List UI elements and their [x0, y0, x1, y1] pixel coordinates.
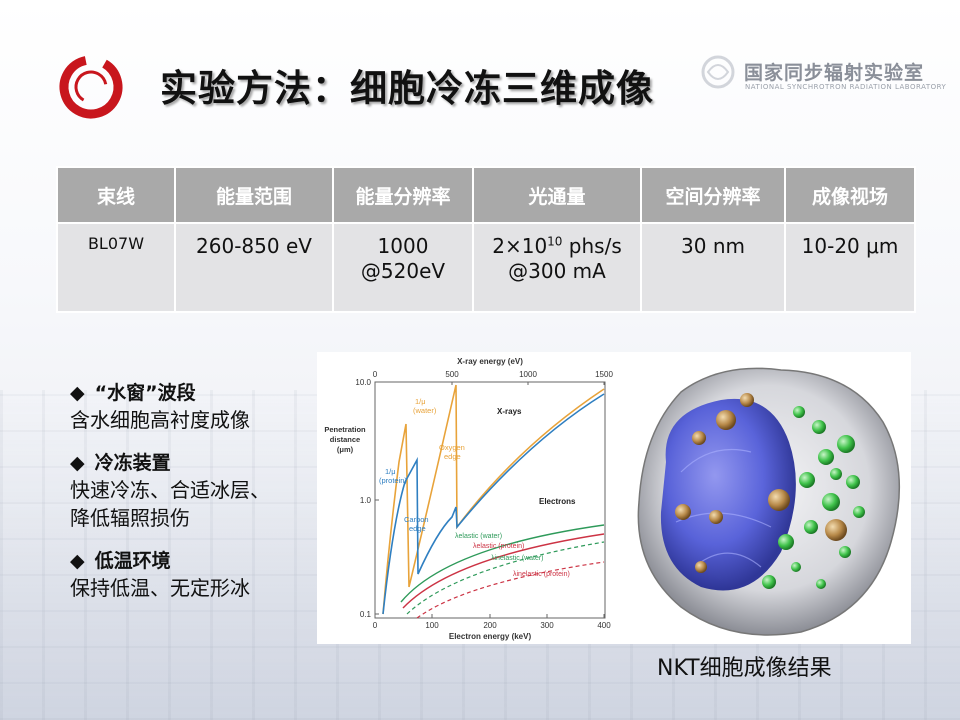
bullet-text: 保持低温、无定形冰: [70, 576, 250, 600]
bullet-text: 降低辐照损伤: [70, 506, 190, 530]
feature-list: ◆ “水窗”波段 含水细胞高衬度成像 ◆ 冷冻装置 快速冷冻、合适冰层、 降低辐照损…: [70, 374, 320, 602]
diamond-bullet-icon: ◆: [70, 382, 85, 404]
bullet-text: 快速冷冻、合适冰层、: [70, 478, 270, 502]
flux-exponent: 10: [547, 234, 563, 249]
inelastic-water-curve: [406, 541, 605, 615]
penetration-plot: X-ray energy (eV) 0 500 1000 1500 0 100 …: [324, 357, 613, 641]
header-energy-range: 能量范围: [174, 166, 334, 224]
header-beamline: 束线: [56, 166, 176, 224]
carbon-edge-label: edge: [409, 524, 426, 533]
top-axis-label: X-ray energy (eV): [457, 357, 523, 366]
bullet-text: 含水细胞高衬度成像: [70, 408, 250, 432]
bullet-heading-cryo-device: ◆ 冷冻装置: [70, 452, 171, 474]
brown-organelles: [675, 393, 847, 573]
water-label: 1/μ: [415, 397, 426, 406]
green-organelles: [762, 406, 865, 589]
cell-flux: 2×1010 phs/s @300 mA: [472, 222, 642, 313]
oxygen-edge-label: Oxygen: [439, 443, 465, 452]
y-axis-label: Penetration: [324, 425, 366, 434]
cell-nucleus: [660, 398, 796, 591]
y-tick-label: 1.0: [360, 496, 372, 505]
inelastic-protein-curve: [416, 561, 605, 619]
cell-spatial-resolution: 30 nm: [640, 222, 786, 313]
bullet-heading-water-window: ◆ “水窗”波段: [70, 382, 196, 404]
inelastic-water-label: λinelastic (water): [491, 555, 544, 562]
top-tick-label: 1000: [519, 370, 537, 379]
diamond-bullet-icon: ◆: [70, 550, 85, 572]
elastic-water-label: λelastic (water): [455, 533, 502, 540]
flux-line-2: @300 mA: [508, 259, 606, 283]
bottom-tick-label: 400: [597, 621, 611, 630]
top-tick-label: 1500: [595, 370, 613, 379]
water-label: (water): [413, 406, 437, 415]
lab-logo-icon: [701, 55, 735, 89]
cell-beamline: BL07W: [56, 222, 176, 313]
y-tick-label: 10.0: [355, 378, 371, 387]
cell-energy-range: 260-850 eV: [174, 222, 334, 313]
cell-energy-resolution: 1000 @520eV: [332, 222, 474, 313]
header-flux: 光通量: [472, 166, 642, 224]
y-axis-label: distance: [330, 435, 360, 444]
xrays-label: X-rays: [497, 407, 522, 416]
carbon-edge-label: Carbon: [404, 515, 429, 524]
elastic-protein-curve: [402, 533, 605, 609]
top-tick-label: 0: [373, 370, 378, 379]
header-field-of-view: 成像视场: [784, 166, 916, 224]
header-energy-resolution: 能量分辨率: [332, 166, 474, 224]
electrons-label: Electrons: [539, 497, 576, 506]
bullet-heading-low-temperature: ◆ 低温环境: [70, 550, 171, 572]
protein-label: (protein): [379, 476, 407, 485]
resolution-line-1: 1000: [377, 234, 429, 258]
beamline-spec-table: 束线 能量范围 能量分辨率 光通量 空间分辨率 成像视场 BL07W 260-8…: [56, 166, 916, 313]
page-title: 实验方法：细胞冷冻三维成像: [160, 67, 654, 110]
header-spatial-resolution: 空间分辨率: [640, 166, 786, 224]
flux-line-1: 2×1010 phs/s: [475, 234, 639, 259]
oxygen-edge-label: edge: [444, 452, 461, 461]
cell-field-of-view: 10-20 μm: [784, 222, 916, 313]
figure-caption: NKT细胞成像结果: [657, 656, 832, 681]
table-header-row: 束线 能量范围 能量分辨率 光通量 空间分辨率 成像视场: [56, 166, 916, 224]
elastic-protein-label: λelastic (protein): [473, 543, 524, 550]
bottom-axis-label: Electron energy (keV): [449, 632, 532, 641]
flux-unit: phs/s: [562, 234, 622, 258]
lab-name-en: NATIONAL SYNCHROTRON RADIATION LABORATOR…: [745, 83, 947, 91]
elastic-water-curve: [400, 524, 605, 603]
institute-logo: [59, 55, 123, 119]
nkt-cell-3d-image: [637, 367, 901, 636]
figure-panel: X-ray energy (eV) 0 500 1000 1500 0 100 …: [317, 352, 911, 644]
table-row: BL07W 260-850 eV 1000 @520eV 2×1010 phs/…: [56, 222, 916, 313]
bottom-tick-label: 0: [373, 621, 378, 630]
flux-base: 2×10: [492, 234, 548, 258]
top-tick-label: 500: [445, 370, 459, 379]
bottom-tick-label: 300: [540, 621, 554, 630]
y-tick-label: 0.1: [360, 610, 372, 619]
water-curve: [382, 384, 605, 615]
y-axis-label: (μm): [337, 445, 354, 454]
protein-curve: [382, 393, 605, 615]
lab-name: 国家同步辐射实验室: [744, 62, 925, 84]
diamond-bullet-icon: ◆: [70, 452, 85, 474]
bottom-tick-label: 200: [483, 621, 497, 630]
protein-label: 1/μ: [385, 467, 396, 476]
bottom-tick-label: 100: [425, 621, 439, 630]
resolution-line-2: @520eV: [360, 259, 446, 283]
inelastic-protein-label: λinelastic (protein): [513, 571, 570, 578]
